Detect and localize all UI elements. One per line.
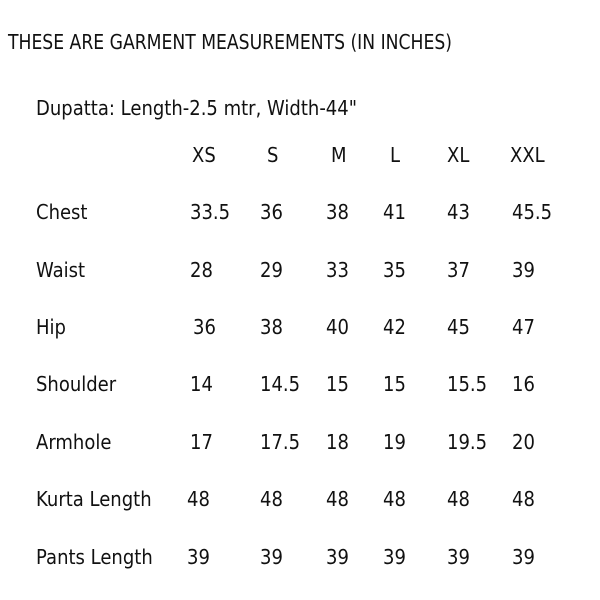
- measurement-cell: 20: [512, 430, 535, 454]
- table-row: Armhole 17 17.5 18 19 19.5 20: [0, 430, 600, 454]
- measurement-cell: 39: [326, 545, 349, 569]
- measurement-cell: 33: [326, 258, 349, 282]
- table-row: Shoulder 14 14.5 15 15 15.5 16: [0, 372, 600, 396]
- measurement-cell: 48: [187, 487, 210, 511]
- row-label: Pants Length: [36, 545, 153, 569]
- table-row: Pants Length 39 39 39 39 39 39: [0, 545, 600, 569]
- measurement-cell: 39: [447, 545, 470, 569]
- size-header: L: [390, 143, 401, 167]
- measurement-cell: 39: [512, 258, 535, 282]
- measurement-cell: 28: [190, 258, 213, 282]
- measurement-cell: 19: [383, 430, 406, 454]
- measurement-cell: 33.5: [190, 200, 231, 224]
- measurement-cell: 15: [383, 372, 406, 396]
- measurement-cell: 43: [447, 200, 470, 224]
- size-header: XS: [192, 143, 216, 167]
- measurement-cell: 35: [383, 258, 406, 282]
- measurement-cell: 47: [512, 315, 535, 339]
- measurement-cell: 17.5: [260, 430, 301, 454]
- measurement-cell: 39: [187, 545, 210, 569]
- page-title: THESE ARE GARMENT MEASUREMENTS (IN INCHE…: [8, 30, 452, 54]
- measurement-cell: 40: [326, 315, 349, 339]
- measurement-cell: 39: [383, 545, 406, 569]
- row-label: Hip: [36, 315, 66, 339]
- row-label: Waist: [36, 258, 86, 282]
- measurement-cell: 45.5: [512, 200, 553, 224]
- measurement-cell: 16: [512, 372, 535, 396]
- measurement-cell: 17: [190, 430, 213, 454]
- measurement-cell: 38: [326, 200, 349, 224]
- measurement-cell: 42: [383, 315, 406, 339]
- measurement-cell: 19.5: [447, 430, 488, 454]
- row-label: Kurta Length: [36, 487, 152, 511]
- measurement-cell: 48: [260, 487, 283, 511]
- measurement-cell: 38: [260, 315, 283, 339]
- measurement-cell: 14.5: [260, 372, 301, 396]
- size-header: S: [267, 143, 279, 167]
- size-header: M: [331, 143, 347, 167]
- table-row: Waist 28 29 33 35 37 39: [0, 258, 600, 282]
- measurement-cell: 15: [326, 372, 349, 396]
- dupatta-note: Dupatta: Length-2.5 mtr, Width-44": [36, 96, 358, 120]
- measurement-cell: 48: [447, 487, 470, 511]
- measurement-cell: 15.5: [447, 372, 488, 396]
- measurement-cell: 39: [260, 545, 283, 569]
- row-label: Chest: [36, 200, 88, 224]
- table-row: Hip 36 38 40 42 45 47: [0, 315, 600, 339]
- measurement-cell: 36: [193, 315, 216, 339]
- row-label: Armhole: [36, 430, 112, 454]
- measurement-cell: 48: [383, 487, 406, 511]
- table-row: Kurta Length 48 48 48 48 48 48: [0, 487, 600, 511]
- measurement-cell: 48: [512, 487, 535, 511]
- measurement-cell: 29: [260, 258, 283, 282]
- measurement-cell: 48: [326, 487, 349, 511]
- table-row: Chest 33.5 36 38 41 43 45.5: [0, 200, 600, 224]
- row-label: Shoulder: [36, 372, 117, 396]
- measurement-cell: 41: [383, 200, 406, 224]
- size-header: XL: [447, 143, 470, 167]
- measurement-cell: 39: [512, 545, 535, 569]
- size-header-row: XS S M L XL XXL: [0, 143, 600, 167]
- measurement-cell: 14: [190, 372, 213, 396]
- measurement-cell: 36: [260, 200, 283, 224]
- size-header: XXL: [510, 143, 545, 167]
- measurement-cell: 45: [447, 315, 470, 339]
- measurement-cell: 18: [326, 430, 349, 454]
- measurement-cell: 37: [447, 258, 470, 282]
